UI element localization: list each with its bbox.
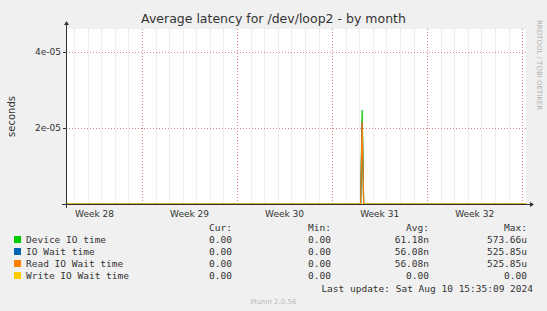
legend-stat: 56.08n xyxy=(395,258,429,269)
week-grid-line xyxy=(332,29,333,204)
y-tick-label: 2e-05 xyxy=(35,123,61,133)
legend-header: Avg: xyxy=(406,222,429,233)
footer: Last update: Sat Aug 10 15:35:09 2024 xyxy=(321,283,533,294)
y-axis-arrow xyxy=(64,21,69,25)
legend-stat: 525.85u xyxy=(487,246,527,257)
day-grid-line xyxy=(373,29,374,204)
chart-svg: Average latency for /dev/loop2 - by mont… xyxy=(0,0,547,311)
x-axis-arrow xyxy=(530,202,534,207)
y-tick xyxy=(63,128,66,129)
series-line xyxy=(66,110,526,204)
week-grid-line xyxy=(427,29,428,204)
legend-stat: 0.00 xyxy=(406,270,429,281)
day-grid-line xyxy=(101,29,102,204)
legend-label: IO Wait time xyxy=(26,246,95,257)
day-grid-line xyxy=(210,29,211,204)
day-grid-line xyxy=(183,29,184,204)
day-grid-line xyxy=(169,29,170,204)
grid xyxy=(66,29,526,204)
day-grid-line xyxy=(278,29,279,204)
day-grid-line xyxy=(156,29,157,204)
day-grid-line xyxy=(454,29,455,204)
watermark: RRDTOOL / TOBI OETIKER xyxy=(535,20,543,110)
legend-stat: 56.08n xyxy=(395,246,429,257)
legend-swatch xyxy=(14,248,21,255)
day-grid-line xyxy=(400,29,401,204)
legend-stat: 0.00 xyxy=(308,234,331,245)
day-grid-line xyxy=(346,29,347,204)
day-grid-line xyxy=(291,29,292,204)
week-grid-line xyxy=(142,29,143,204)
day-grid-line xyxy=(386,29,387,204)
legend-stat: 61.18n xyxy=(395,234,429,245)
title: Average latency for /dev/loop2 - by mont… xyxy=(141,11,406,26)
legend-label: Read IO Wait time xyxy=(26,258,124,269)
series-line xyxy=(66,122,526,204)
legend-swatch xyxy=(14,236,21,243)
day-grid-line xyxy=(495,29,496,204)
legend-stat: 0.00 xyxy=(504,270,527,281)
y-grid-line xyxy=(66,52,526,53)
legend-stat: 0.00 xyxy=(209,234,232,245)
x-tick-label: Week 30 xyxy=(265,209,304,219)
day-grid-line xyxy=(481,29,482,204)
day-grid-line xyxy=(414,29,415,204)
series-group xyxy=(66,110,526,204)
plot-area xyxy=(66,29,526,204)
day-grid-line xyxy=(441,29,442,204)
day-grid-line xyxy=(305,29,306,204)
legend-label: Device IO time xyxy=(26,234,106,245)
day-grid-line xyxy=(251,29,252,204)
y-axis-label: seconds xyxy=(6,96,17,137)
legend-header: Min: xyxy=(308,222,331,233)
x-tick-label: Week 29 xyxy=(170,209,209,219)
y-grid-line xyxy=(66,128,526,129)
y-tick xyxy=(63,52,66,53)
x-tick-label: Week 28 xyxy=(75,209,114,219)
day-grid-line xyxy=(319,29,320,204)
legend-swatch xyxy=(14,260,21,267)
x-tick-label: Week 32 xyxy=(455,209,494,219)
legend-swatch xyxy=(14,272,21,279)
day-grid-line xyxy=(115,29,116,204)
background xyxy=(0,0,547,311)
legend-stat: 0.00 xyxy=(308,270,331,281)
day-grid-line xyxy=(468,29,469,204)
week-grid-line xyxy=(522,29,523,204)
legend-stat: 0.00 xyxy=(209,246,232,257)
day-grid-line xyxy=(223,29,224,204)
y-tick-label: 4e-05 xyxy=(35,47,61,57)
legend-label: Write IO Wait time xyxy=(26,270,129,281)
legend-stat: 0.00 xyxy=(308,246,331,257)
x-tick-label: Week 31 xyxy=(360,209,399,219)
day-grid-line xyxy=(359,29,360,204)
day-grid-line xyxy=(88,29,89,204)
day-grid-line xyxy=(509,29,510,204)
day-grid-line xyxy=(74,29,75,204)
chart-root: Average latency for /dev/loop2 - by mont… xyxy=(0,0,547,311)
credit: Munin 2.0.56 xyxy=(251,298,297,306)
legend-header: Cur: xyxy=(209,222,232,233)
legend-stat: 573.66u xyxy=(487,234,527,245)
y-axis xyxy=(66,25,67,208)
legend-stat: 0.00 xyxy=(209,258,232,269)
x-axis xyxy=(62,204,530,205)
legend-stat: 525.85u xyxy=(487,258,527,269)
day-grid-line xyxy=(196,29,197,204)
legend-stat: 0.00 xyxy=(209,270,232,281)
legend-header: Max: xyxy=(504,222,527,233)
week-grid-line xyxy=(237,29,238,204)
legend-stat: 0.00 xyxy=(308,258,331,269)
day-grid-line xyxy=(264,29,265,204)
day-grid-line xyxy=(128,29,129,204)
series-line xyxy=(66,122,526,204)
